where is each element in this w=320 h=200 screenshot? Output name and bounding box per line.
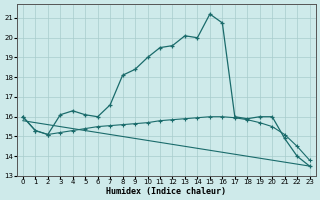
X-axis label: Humidex (Indice chaleur): Humidex (Indice chaleur) [106,187,226,196]
